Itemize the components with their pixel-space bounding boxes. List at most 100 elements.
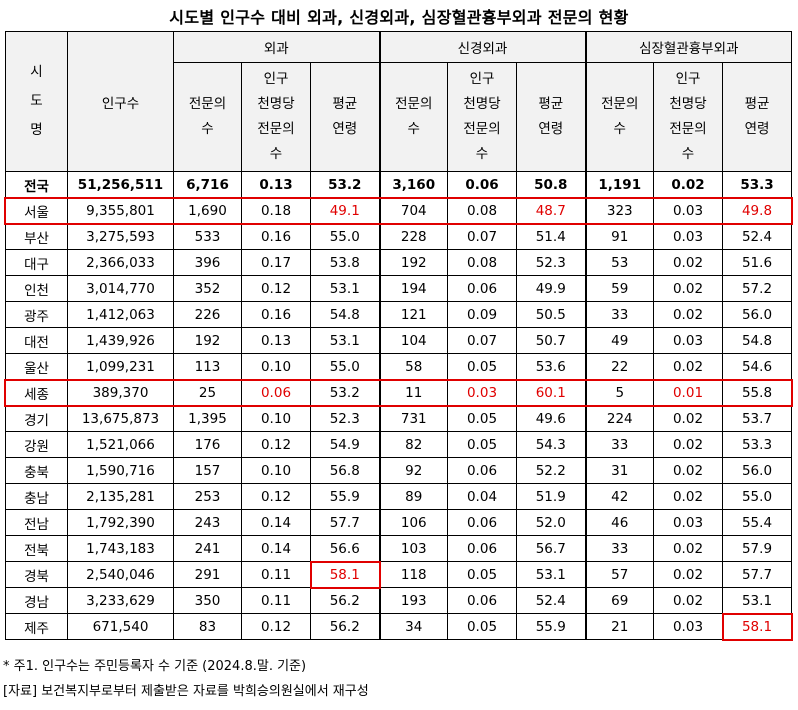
thoracic-per-thousand-cell: 0.03 [653, 613, 723, 640]
thoracic-average-age-cell: 51.6 [722, 249, 792, 276]
thoracic-specialist-count-cell: 59 [584, 275, 654, 302]
thoracic-average-age-cell: 58.1 [722, 613, 792, 640]
surgery-average-age-cell: 58.1 [310, 561, 380, 588]
surgery-per-thousand-cell: 0.11 [241, 587, 311, 614]
region-cell: 대전 [5, 327, 68, 354]
region-cell: 울산 [5, 353, 68, 380]
surgery-per-thousand-cell: 0.10 [241, 405, 311, 432]
surgery-average-age-cell: 54.8 [310, 301, 380, 328]
neurosurgery-specialist-count-cell: 89 [378, 483, 448, 510]
neurosurgery-average-age-cell: 49.9 [516, 275, 586, 302]
table-row: 경기 13,675,873 1,395 0.10 52.3 731 0.05 49.6 224 0… [5, 405, 792, 432]
population-cell: 3,014,770 [67, 275, 174, 302]
population-cell: 13,675,873 [67, 405, 174, 432]
surgery-specialist-count-cell: 6,716 [173, 171, 242, 198]
region-cell: 광주 [5, 301, 68, 328]
neurosurgery-specialist-count-cell: 193 [378, 587, 448, 614]
neurosurgery-per-thousand-cell: 0.06 [447, 275, 517, 302]
surgery-specialist-count-cell: 243 [173, 509, 242, 536]
region-cell: 충남 [5, 483, 68, 510]
thoracic-average-age-cell: 56.0 [722, 301, 792, 328]
thoracic-per-thousand-cell: 0.03 [653, 197, 723, 224]
table-title: 시도별 인구수 대비 외과, 신경외과, 심장혈관흉부외과 전문의 현황 [169, 8, 629, 27]
region-cell: 전북 [5, 535, 68, 562]
region-cell: 부산 [5, 223, 68, 250]
thoracic-per-thousand-cell: 0.02 [653, 535, 723, 562]
thoracic-specialist-count-cell: 53 [584, 249, 654, 276]
table-row: 광주 1,412,063 226 0.16 54.8 121 0.09 50.5 33 0.02 5… [5, 301, 792, 328]
region-cell: 세종 [5, 379, 68, 406]
surgery-average-age-cell: 55.0 [310, 353, 380, 380]
neurosurgery-specialist-count-cell: 106 [378, 509, 448, 536]
thoracic-per-thousand-cell: 0.02 [653, 457, 723, 484]
header-surgery-average-age: 평균 연령 [310, 62, 380, 172]
surgery-specialist-count-cell: 226 [173, 301, 242, 328]
table-row: 강원 1,521,066 176 0.12 54.9 82 0.05 54.3 33 0.02 53… [5, 431, 792, 458]
thoracic-per-thousand-cell: 0.02 [653, 405, 723, 432]
thoracic-specialist-count-cell: 31 [584, 457, 654, 484]
surgery-average-age-cell: 56.8 [310, 457, 380, 484]
header-thoracic-average-age: 평균 연령 [722, 62, 792, 172]
neurosurgery-specialist-count-cell: 103 [378, 535, 448, 562]
header-thoracic-specialist-count: 전문의 수 [584, 62, 654, 172]
population-cell: 9,355,801 [67, 197, 174, 224]
population-cell: 1,439,926 [67, 327, 174, 354]
surgery-specialist-count-cell: 533 [173, 223, 242, 250]
neurosurgery-specialist-count-cell: 194 [378, 275, 448, 302]
thoracic-per-thousand-cell: 0.02 [653, 483, 723, 510]
thoracic-per-thousand-cell: 0.03 [653, 223, 723, 250]
thoracic-per-thousand-cell: 0.03 [653, 327, 723, 354]
thoracic-per-thousand-cell: 0.02 [653, 353, 723, 380]
neurosurgery-average-age-cell: 53.6 [516, 353, 586, 380]
neurosurgery-specialist-count-cell: 92 [378, 457, 448, 484]
table-row: 서울 9,355,801 1,690 0.18 49.1 704 0.08 48.7 323 0.… [5, 197, 792, 224]
surgery-specialist-count-cell: 241 [173, 535, 242, 562]
table-row: 전북 1,743,183 241 0.14 56.6 103 0.06 56.7 33 0.02 5… [5, 535, 792, 562]
surgery-specialist-count-cell: 1,395 [173, 405, 242, 432]
neurosurgery-per-thousand-cell: 0.05 [447, 353, 517, 380]
surgery-per-thousand-cell: 0.16 [241, 301, 311, 328]
surgery-per-thousand-cell: 0.18 [241, 197, 311, 224]
neurosurgery-specialist-count-cell: 11 [378, 379, 448, 406]
neurosurgery-per-thousand-cell: 0.08 [447, 197, 517, 224]
thoracic-average-age-cell: 49.8 [722, 197, 792, 224]
population-cell: 1,412,063 [67, 301, 174, 328]
neurosurgery-average-age-cell: 55.9 [516, 613, 586, 640]
neurosurgery-specialist-count-cell: 121 [378, 301, 448, 328]
neurosurgery-average-age-cell: 52.2 [516, 457, 586, 484]
neurosurgery-per-thousand-cell: 0.04 [447, 483, 517, 510]
population-cell: 1,521,066 [67, 431, 174, 458]
neurosurgery-specialist-count-cell: 118 [378, 561, 448, 588]
surgery-per-thousand-cell: 0.10 [241, 457, 311, 484]
neurosurgery-per-thousand-cell: 0.07 [447, 223, 517, 250]
neurosurgery-average-age-cell: 50.7 [516, 327, 586, 354]
neurosurgery-average-age-cell: 56.7 [516, 535, 586, 562]
surgery-average-age-cell: 49.1 [310, 197, 380, 224]
surgery-per-thousand-cell: 0.12 [241, 431, 311, 458]
population-cell: 3,233,629 [67, 587, 174, 614]
neurosurgery-per-thousand-cell: 0.06 [447, 457, 517, 484]
table-row: 대구 2,366,033 396 0.17 53.8 192 0.08 52.3 53 0.02 5… [5, 249, 792, 276]
thoracic-specialist-count-cell: 1,191 [584, 171, 654, 198]
thoracic-average-age-cell: 54.6 [722, 353, 792, 380]
population-cell: 2,366,033 [67, 249, 174, 276]
surgery-per-thousand-cell: 0.13 [241, 171, 311, 198]
neurosurgery-average-age-cell: 52.0 [516, 509, 586, 536]
table-row: 충남 2,135,281 253 0.12 55.9 89 0.04 51.9 42 0.02 55… [5, 483, 792, 510]
population-cell: 671,540 [67, 613, 174, 640]
neurosurgery-per-thousand-cell: 0.06 [447, 587, 517, 614]
thoracic-average-age-cell: 55.8 [722, 379, 792, 406]
thoracic-per-thousand-cell: 0.03 [653, 509, 723, 536]
surgery-per-thousand-cell: 0.12 [241, 483, 311, 510]
thoracic-specialist-count-cell: 224 [584, 405, 654, 432]
thoracic-per-thousand-cell: 0.02 [653, 249, 723, 276]
thoracic-average-age-cell: 55.4 [722, 509, 792, 536]
surgery-per-thousand-cell: 0.06 [241, 379, 311, 406]
neurosurgery-average-age-cell: 51.9 [516, 483, 586, 510]
thoracic-average-age-cell: 57.7 [722, 561, 792, 588]
surgery-per-thousand-cell: 0.13 [241, 327, 311, 354]
thoracic-per-thousand-cell: 0.02 [653, 561, 723, 588]
table-row: 제주 671,540 83 0.12 56.2 34 0.05 55.9 21 0.03 58.1 [5, 613, 792, 640]
